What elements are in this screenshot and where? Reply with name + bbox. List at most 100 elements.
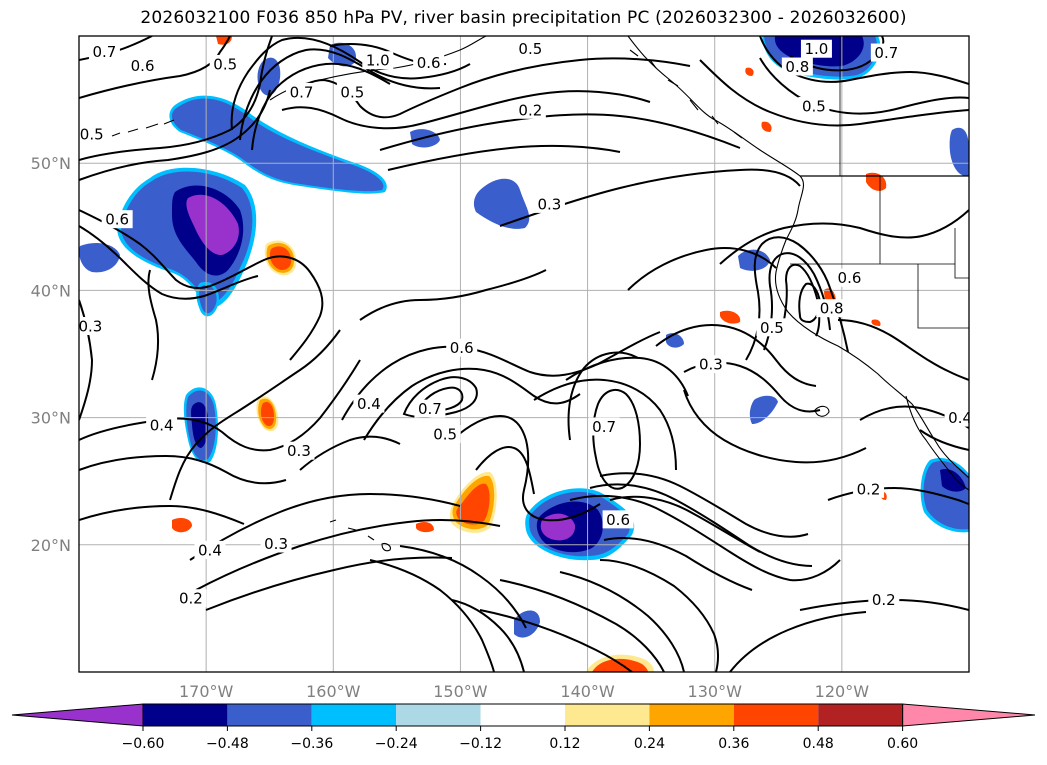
colorbar-bin xyxy=(649,704,734,726)
pv-contour xyxy=(230,36,471,131)
contour-label-halo xyxy=(127,56,159,75)
lon-tick-label: 150°W xyxy=(433,682,488,701)
pv-contour xyxy=(837,319,969,381)
contour-label-halo xyxy=(695,355,727,374)
contour-label-halo xyxy=(781,57,813,76)
pv-contour xyxy=(387,144,621,171)
contour-label: 0.4 xyxy=(357,395,381,413)
map-title: 2026032100 F036 850 hPa PV, river basin … xyxy=(140,8,907,28)
colorbar-bin xyxy=(143,704,228,726)
colorbar-bin xyxy=(733,704,819,726)
contour-label: 0.2 xyxy=(857,480,881,498)
pv-contour xyxy=(369,559,495,672)
hawaiian-islands xyxy=(329,519,391,552)
contour-label-halo xyxy=(175,589,207,608)
pv-contour xyxy=(569,494,841,582)
pv-contour xyxy=(359,269,547,321)
pv-contour xyxy=(763,252,831,351)
contour-label-halo xyxy=(533,194,565,213)
pv-contour xyxy=(451,599,525,672)
precip-positive-blob xyxy=(592,658,648,672)
contour-label: 0.2 xyxy=(179,590,203,608)
contour-label: 0.7 xyxy=(92,43,116,61)
pv-contour xyxy=(79,89,271,181)
pv-contour xyxy=(565,356,689,397)
precip-negative-blob xyxy=(738,249,770,271)
contour-label: 0.6 xyxy=(417,54,441,72)
colorbar-bin xyxy=(480,704,565,726)
contour-labels: 0.70.6 0.50.7 0.51.0 0.60.50.50.20.31.00.80… xyxy=(79,39,972,609)
contour-label: 0.6 xyxy=(606,511,630,529)
precip-positive-blob xyxy=(416,522,434,533)
pv-contour xyxy=(79,36,273,161)
pv-contour xyxy=(79,209,324,361)
contour-label-halo xyxy=(868,590,900,609)
contour-label-halo xyxy=(362,51,394,70)
contour-label: 0.5 xyxy=(213,55,237,73)
small-island xyxy=(814,405,830,417)
pv-contour xyxy=(759,36,969,85)
contour-label-halo xyxy=(514,39,546,58)
contour-label-halo xyxy=(870,43,902,62)
coastlines xyxy=(99,36,969,552)
contour-label: 0.5 xyxy=(80,125,104,143)
contour-label: 0.5 xyxy=(433,426,457,444)
contour-label: 0.3 xyxy=(699,356,723,374)
colorbar-bin xyxy=(565,704,650,726)
contour-label: 0.5 xyxy=(760,319,784,337)
pv-contour xyxy=(699,59,969,127)
lon-tick-label: 160°W xyxy=(306,682,361,701)
precip-negative-blob xyxy=(749,395,778,424)
pv-contour xyxy=(479,609,633,672)
pv-contour xyxy=(499,579,665,672)
pv-contour xyxy=(291,57,691,119)
pv-contour xyxy=(147,269,160,381)
contour-label-halo xyxy=(146,416,178,435)
colorbar-tick-label: 0.36 xyxy=(718,736,749,752)
pv-contour xyxy=(239,48,441,141)
pv-contour xyxy=(79,504,245,525)
pv-contour xyxy=(341,331,661,421)
contour-label: 0.7 xyxy=(418,400,442,418)
colorbar-bin xyxy=(818,704,903,726)
pv-contour xyxy=(609,495,761,553)
precip-positive-blob xyxy=(761,121,772,132)
colorbar-extend-low xyxy=(11,703,144,727)
pv-contour xyxy=(251,62,391,151)
contour-label-halo xyxy=(853,479,885,498)
precip-positive-blob xyxy=(871,319,881,326)
colorbar-tick-label: 0.24 xyxy=(634,736,665,752)
precip-positive-blob xyxy=(456,483,490,525)
pv-contour xyxy=(533,378,677,471)
contour-label-halo xyxy=(429,425,461,444)
alaska-panhandle-coast xyxy=(627,36,969,479)
precip-positive-blob xyxy=(269,246,292,270)
colorbar-tick-label: 0.60 xyxy=(887,736,918,752)
contour-label-halo xyxy=(79,317,106,336)
contour-label-halo xyxy=(209,54,241,73)
contour-label-halo xyxy=(283,441,315,460)
contour-label: 0.8 xyxy=(820,300,844,318)
contour-label: 0.7 xyxy=(874,44,898,62)
pv-contour xyxy=(281,90,651,130)
contour-label-halo xyxy=(101,210,133,229)
colorbar-frame xyxy=(142,703,904,727)
pv-contour xyxy=(759,57,969,115)
contour-label-halo xyxy=(260,534,292,553)
colorbar-bin xyxy=(227,704,312,726)
map-tick-labels: 170°W 160°W 150°W 140°W 130°W 120°W 20°N 30°N 40… xyxy=(31,154,870,701)
pv-contour xyxy=(79,36,231,99)
baja-peninsula-coast xyxy=(905,395,969,491)
contour-label: 0.4 xyxy=(948,409,972,427)
pv-contour xyxy=(363,367,581,441)
contour-label: 0.8 xyxy=(785,58,809,76)
lat-tick-label: 40°N xyxy=(31,281,71,300)
colorbar-tick-label: −0.24 xyxy=(375,736,418,752)
contour-label: 0.6 xyxy=(131,57,155,75)
pv-contour xyxy=(627,247,777,291)
contour-label-halo xyxy=(514,100,546,119)
precip-positive-blob xyxy=(866,172,887,191)
pv-contour xyxy=(919,429,969,451)
lon-tick-label: 140°W xyxy=(560,682,615,701)
precip-negative-blob xyxy=(328,42,356,67)
